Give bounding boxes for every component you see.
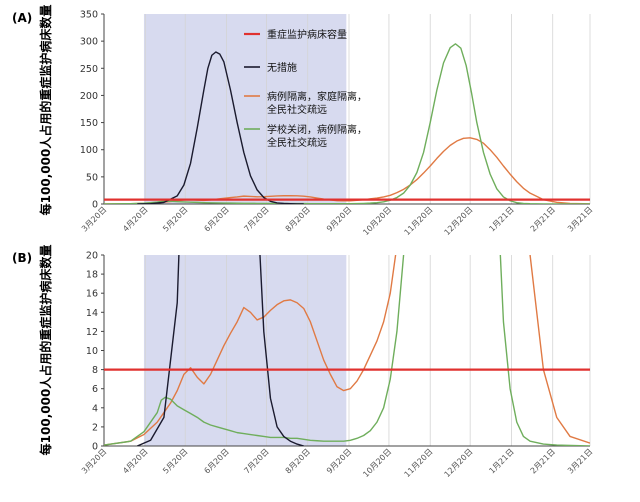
panel-a-y-tick-label-3: 150 [80,118,98,129]
legend-label-isolation-line-0: 病例隔离，家庭隔离， [267,90,367,103]
panel-b-y-tick-label-10: 20 [86,251,98,262]
panel-a-y-tick-label-0: 0 [92,200,98,211]
panel-a-ylabel: 每100,000人占用的重症监护病床数量 [38,5,53,216]
panel-a-y-tick-label-5: 250 [80,64,98,75]
panel-b-series-school [104,255,590,446]
panel-a-x-tick-label-4: 7月20日 [242,205,270,233]
panel-a-y-tick-label-6: 300 [80,37,98,48]
legend-label-school-line-1: 全民社交疏远 [267,136,327,149]
panel-b-x-tick-label-3: 6月20日 [202,447,230,475]
legend-label-isolation-line-1: 全民社交疏远 [267,103,327,116]
panel-b-label: (B) [12,251,32,265]
legend-label-capacity: 重症监护病床容量 [267,28,347,41]
panel-b-series-isolation [104,255,590,446]
panel-b-y-tick-label-7: 14 [86,308,98,319]
panel-b-x-tick-label-11: 2月21日 [529,447,557,475]
panel-a-y-tick-label-1: 50 [86,172,98,183]
panel-a-x-tick-label-8: 11月20日 [403,205,435,237]
panel-b-y-tick-label-0: 0 [92,442,98,453]
panel-a-x-tick-label-1: 4月20日 [121,205,149,233]
panel-b-ylabel: 每100,000人占用的重症监护病床数量 [38,245,53,456]
panel-a-x-tick-label-2: 5月20日 [161,205,189,233]
legend: 重症监护病床容量无措施病例隔离，家庭隔离，全民社交疏远学校关闭，病例隔离，全民社… [244,28,367,149]
panel-b-y-tick-label-4: 8 [92,365,98,376]
panel-a-label: (A) [12,11,32,25]
panel-b-y-tick-label-9: 18 [86,270,98,281]
panel-a-y-tick-label-2: 100 [80,145,98,156]
panel-b-x-tick-label-12: 3月21日 [566,447,594,475]
panel-a-y-tick-label-4: 200 [80,91,98,102]
panel-b-x-tick-label-9: 12月20日 [443,447,475,479]
legend-label-school-line-0: 学校关闭，病例隔离， [267,123,367,136]
panel-b-intervention-shade [143,255,347,446]
panel-a-x-tick-label-7: 10月20日 [361,205,393,237]
panel-b-x-tick-label-2: 5月20日 [161,447,189,475]
panel-a-x-tick-label-5: 8月20日 [284,205,312,233]
panel-b-x-tick-label-4: 7月20日 [242,447,270,475]
panel-b-y-tick-label-5: 10 [86,346,98,357]
legend-label-capacity-line-0: 重症监护病床容量 [267,28,347,41]
panel-a-series-school [104,43,590,204]
panel-b-x-tick-label-7: 10月20日 [361,447,393,479]
panel-b-x-tick-label-1: 4月20日 [121,447,149,475]
panel-b-y-tick-label-3: 6 [92,384,98,395]
legend-label-isolation: 病例隔离，家庭隔离，全民社交疏远 [267,90,367,116]
panel-b-y-tick-label-1: 2 [92,422,98,433]
panel-b-x-tick-label-8: 11月20日 [403,447,435,479]
panel-b-y-tick-label-6: 12 [86,327,98,338]
panel-b-x-tick-label-6: 9月20日 [325,447,353,475]
panel-a-y-tick-label-7: 350 [80,10,98,21]
legend-label-none: 无措施 [267,61,297,74]
panel-a-x-tick-label-9: 12月20日 [443,205,475,237]
panel-a-x-tick-label-11: 2月21日 [529,205,557,233]
panel-a-series-none [137,51,304,204]
panel-b-y-tick-label-8: 16 [86,289,98,300]
panel-b-series-group [104,255,590,446]
panel-a-x-tick-label-12: 3月21日 [566,205,594,233]
legend-label-none-line-0: 无措施 [267,61,297,74]
legend-label-school: 学校关闭，病例隔离，全民社交疏远 [267,123,367,149]
panel-b-x-tick-label-10: 1月21日 [487,447,515,475]
panel-b-series-none [137,255,304,446]
panel-a-series-group [104,43,590,204]
panel-a-x-tick-label-6: 9月20日 [325,205,353,233]
panel-b-y-tick-label-2: 4 [92,403,98,414]
panel-a-intervention-shade [143,14,347,204]
panel-b-x-tick-label-5: 8月20日 [284,447,312,475]
panel-a-x-tick-label-10: 1月21日 [487,205,515,233]
panel-a-x-tick-label-3: 6月20日 [202,205,230,233]
